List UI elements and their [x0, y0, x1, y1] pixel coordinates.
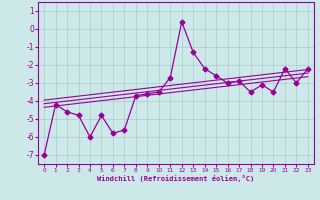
X-axis label: Windchill (Refroidissement éolien,°C): Windchill (Refroidissement éolien,°C): [97, 175, 255, 182]
